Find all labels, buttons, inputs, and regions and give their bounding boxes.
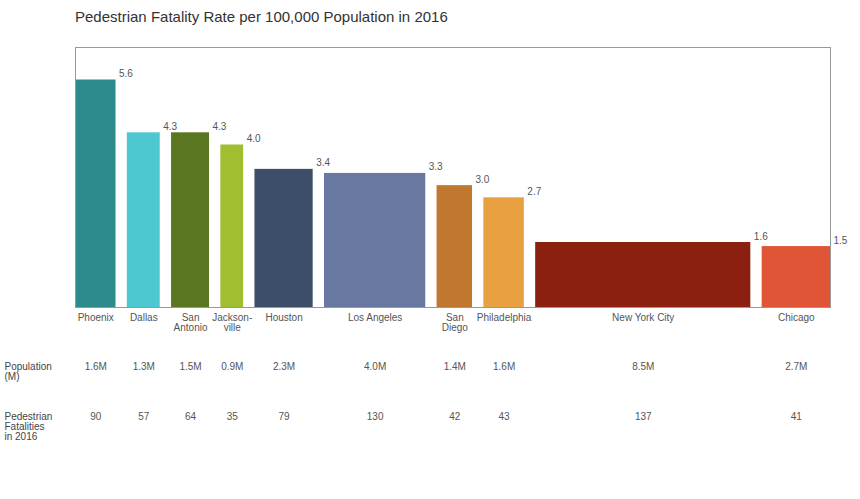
svg-text:Houston: Houston <box>265 312 302 323</box>
svg-text:1.6: 1.6 <box>754 231 768 242</box>
svg-text:90: 90 <box>90 411 102 422</box>
svg-text:1.5M: 1.5M <box>179 361 201 372</box>
svg-text:1.4M: 1.4M <box>444 361 466 372</box>
svg-text:Population(M): Population(M) <box>5 361 52 382</box>
svg-text:4.0M: 4.0M <box>364 361 386 372</box>
svg-text:57: 57 <box>138 411 150 422</box>
svg-text:New York City: New York City <box>612 312 674 323</box>
svg-text:2.3M: 2.3M <box>273 361 295 372</box>
svg-text:Los Angeles: Los Angeles <box>348 312 403 323</box>
svg-text:64: 64 <box>185 411 197 422</box>
svg-text:1.6M: 1.6M <box>493 361 515 372</box>
svg-text:PedestrianFatalitiesin 2016: PedestrianFatalitiesin 2016 <box>5 411 53 442</box>
svg-text:43: 43 <box>499 411 511 422</box>
svg-text:2.7M: 2.7M <box>785 361 807 372</box>
svg-text:4.0: 4.0 <box>247 133 261 144</box>
svg-text:2.7: 2.7 <box>527 186 541 197</box>
svg-text:1.6M: 1.6M <box>85 361 107 372</box>
svg-text:Jackson-ville: Jackson-ville <box>212 312 252 333</box>
svg-text:3.0: 3.0 <box>476 174 490 185</box>
html-text:Pedestrian Fatality Rate per 1: Pedestrian Fatality Rate per 100,000 Pop… <box>75 8 448 25</box>
svg-text:SanDiego: SanDiego <box>442 312 469 333</box>
svg-text:3.3: 3.3 <box>429 161 443 172</box>
svg-text:0.9M: 0.9M <box>221 361 243 372</box>
svg-text:4.3: 4.3 <box>163 121 177 132</box>
svg-text:42: 42 <box>449 411 461 422</box>
svg-text:35: 35 <box>227 411 239 422</box>
svg-text:Dallas: Dallas <box>130 312 158 323</box>
svg-text:79: 79 <box>279 411 291 422</box>
svg-text:41: 41 <box>791 411 803 422</box>
svg-text:Phoenix: Phoenix <box>78 312 114 323</box>
svg-text:130: 130 <box>367 411 384 422</box>
svg-text:137: 137 <box>635 411 652 422</box>
svg-text:1.3M: 1.3M <box>133 361 155 372</box>
svg-text:3.4: 3.4 <box>316 157 330 168</box>
svg-text:5.6: 5.6 <box>119 68 133 79</box>
svg-text:4.3: 4.3 <box>213 121 227 132</box>
svg-text:Chicago: Chicago <box>778 312 815 323</box>
svg-text:SanAntonio: SanAntonio <box>174 312 208 333</box>
svg-text:Philadelphia: Philadelphia <box>477 312 532 323</box>
svg-text:1.5: 1.5 <box>834 235 848 246</box>
svg-text:8.5M: 8.5M <box>632 361 654 372</box>
